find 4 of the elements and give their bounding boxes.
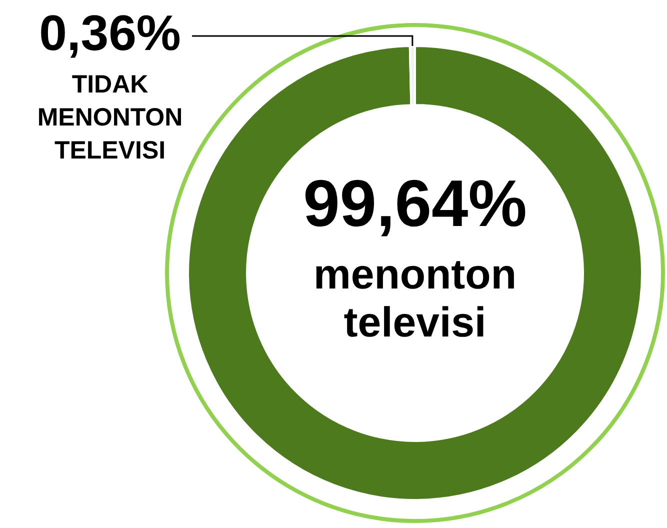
slice-label: menonton televisi xyxy=(314,250,516,346)
data-label: 99,64% xyxy=(303,166,527,240)
slice-label: TIDAK MENONTON TELEVISI xyxy=(37,70,183,165)
data-label: 0,36% xyxy=(39,4,181,61)
